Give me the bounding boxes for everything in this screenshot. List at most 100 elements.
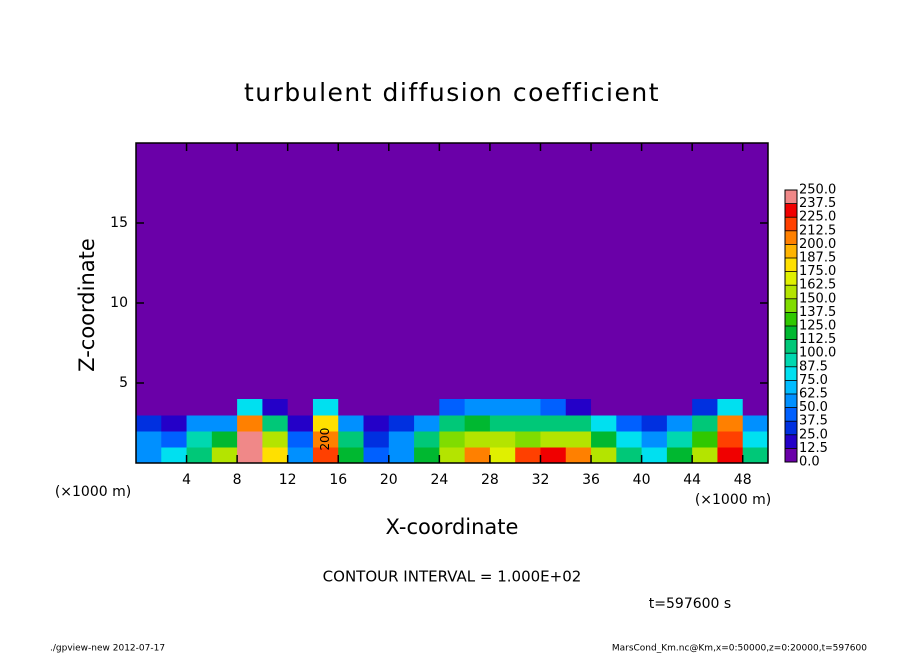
colorbar-swatch [785, 230, 797, 245]
x-tick-label: 40 [633, 472, 651, 488]
colorbar-label: 100.0 [799, 346, 836, 361]
field-cell [565, 399, 592, 416]
field-cell [616, 447, 643, 464]
field-cell [616, 399, 643, 416]
field-cell [717, 447, 744, 464]
field-cell [363, 431, 390, 448]
field-cell [591, 399, 617, 416]
colorbar-swatch [785, 258, 797, 272]
y-axis-label: Z-coordinate [75, 238, 99, 372]
field-cell [287, 447, 314, 464]
field-cell [363, 447, 390, 464]
x-tick-label: 24 [430, 472, 448, 488]
y-tick-label: 10 [110, 295, 128, 311]
field-cell [338, 447, 365, 464]
field-cell [237, 447, 263, 464]
field-cell [363, 399, 390, 416]
y-tick-label: 15 [110, 215, 128, 231]
field-cell [186, 447, 213, 464]
field-cell [312, 447, 339, 464]
field-cell [641, 431, 668, 448]
field-cell [186, 415, 213, 432]
colorbar-swatch [785, 448, 797, 462]
x-tick-label: 16 [329, 472, 347, 488]
field-cell [540, 415, 567, 432]
chart-title: turbulent diffusion coefficient [244, 78, 660, 107]
colorbar-swatch [785, 366, 797, 381]
colorbar-swatch [785, 285, 797, 299]
colorbar-swatch [785, 434, 797, 449]
colorbar-label: 50.0 [799, 400, 828, 415]
field-cell [237, 431, 263, 448]
field-cell [388, 399, 415, 416]
colorbar-label: 200.0 [799, 237, 836, 252]
colorbar-swatch [785, 407, 797, 422]
colorbar-swatch [785, 380, 797, 394]
colorbar-swatch [785, 326, 797, 340]
colorbar-label: 225.0 [799, 210, 836, 225]
field-cell [211, 431, 238, 448]
field-cell [540, 447, 567, 464]
field-cell [489, 447, 516, 464]
field-cell [211, 399, 238, 416]
field-cell [489, 431, 516, 448]
field-cell [565, 447, 592, 464]
colorbar-swatch [785, 339, 797, 354]
colorbar-swatch [785, 271, 797, 286]
colorbar-swatch [785, 312, 797, 326]
time-label: t=597600 s [649, 596, 731, 612]
field-cell [692, 399, 718, 416]
colorbar-swatch [785, 217, 797, 231]
colorbar-swatch [785, 421, 797, 435]
field-cell [540, 431, 567, 448]
field-cell [338, 415, 365, 432]
field-cell [388, 431, 415, 448]
colorbar-label: 87.5 [799, 359, 828, 374]
field-cell [717, 415, 744, 432]
field-cell [717, 431, 744, 448]
x-axis-label: X-coordinate [386, 515, 519, 539]
x-tick-label: 44 [683, 472, 701, 488]
field-cell [464, 447, 491, 464]
footer-right: MarsCond_Km.nc@Km,x=0:50000,z=0:20000,t=… [612, 644, 867, 654]
field-cell [136, 415, 162, 432]
colorbar-swatch [785, 298, 797, 313]
field-cell [388, 415, 415, 432]
colorbar-label: 25.0 [799, 427, 828, 442]
field-cell [540, 399, 567, 416]
colorbar-label: 237.5 [799, 196, 836, 211]
field-cell [287, 431, 314, 448]
colorbar-swatch [785, 190, 797, 204]
field-cell [414, 447, 440, 464]
field-cell [312, 415, 339, 432]
field-cell [161, 431, 188, 448]
field-cell [161, 399, 188, 416]
field-cell [641, 399, 668, 416]
field-cell [312, 431, 339, 448]
field-cell [262, 431, 289, 448]
field-cell [692, 415, 718, 432]
colorbar-label: 112.5 [799, 332, 836, 347]
field-cell [464, 399, 491, 416]
field-cell [338, 399, 365, 416]
field-cell [439, 431, 466, 448]
colorbar-swatch [785, 353, 797, 367]
x-tick-label: 12 [279, 472, 297, 488]
field-cell [515, 415, 541, 432]
field-cell [136, 399, 162, 416]
field-cell [161, 415, 188, 432]
colorbar-label: 0.0 [799, 455, 820, 470]
field-cell [666, 415, 693, 432]
colorbar-swatch [785, 244, 797, 258]
colorbar-label: 137.5 [799, 305, 836, 320]
colorbar-label: 250.0 [799, 183, 836, 198]
field-cell [666, 431, 693, 448]
field-cell [262, 415, 289, 432]
field-cell [464, 431, 491, 448]
field-cell [616, 431, 643, 448]
field-cell [692, 431, 718, 448]
colorbar-label: 175.0 [799, 264, 836, 279]
field-cell [591, 447, 617, 464]
field-cell [237, 415, 263, 432]
